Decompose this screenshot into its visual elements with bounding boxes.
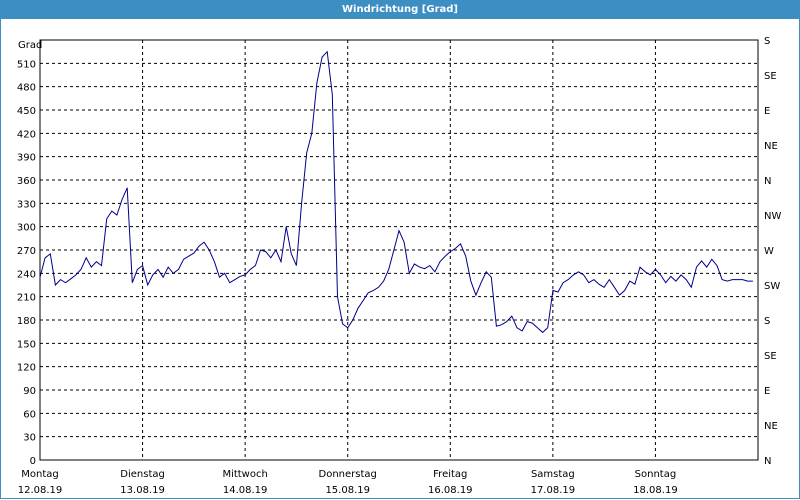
y-axis-ticks: 0 30 60 90 120 150 180 210 240 270 300 330 360 390 420… (17, 59, 36, 467)
right-tick-label: NE (764, 421, 778, 432)
right-tick-label: S (764, 316, 770, 327)
y-tick-label: 270 (17, 246, 36, 257)
right-tick-label: N (764, 456, 771, 467)
y-tick-label: 30 (23, 433, 36, 444)
y-tick-label: 120 (17, 363, 36, 374)
x-tick-date: 16.08.19 (428, 485, 473, 496)
x-tick-day: Freitag (433, 469, 467, 480)
x-tick-day: Sonntag (635, 469, 677, 480)
x-tick-day: Dienstag (120, 469, 165, 480)
x-tick-date: 12.08.19 (18, 485, 63, 496)
right-tick-label: SW (764, 281, 780, 292)
right-tick-label: S (764, 36, 770, 47)
y-tick-label: 390 (17, 153, 36, 164)
y-axis-title: Grad (18, 40, 42, 51)
right-axis-ticks: N NE E SE S SW W NW N NE E SE S (764, 36, 781, 467)
x-tick-day: Samstag (531, 469, 575, 480)
plot-area (39, 39, 759, 461)
y-tick-label: 60 (23, 409, 36, 420)
series-line (39, 50, 753, 334)
right-tick-label: E (764, 106, 770, 117)
x-tick-date: 13.08.19 (120, 485, 165, 496)
grid-lines (40, 40, 758, 460)
x-tick-date: 14.08.19 (223, 485, 268, 496)
y-tick-label: 210 (17, 293, 36, 304)
right-tick-label: N (764, 176, 771, 187)
x-tick-day: Mittwoch (222, 469, 267, 480)
y-tick-label: 240 (17, 269, 36, 280)
y-tick-label: 450 (17, 106, 36, 117)
x-tick-day: Montag (21, 469, 58, 480)
y-tick-label: 300 (17, 223, 36, 234)
right-tick-label: NE (764, 141, 778, 152)
y-tick-label: 420 (17, 129, 36, 140)
y-tick-label: 480 (17, 83, 36, 94)
right-tick-label: SE (764, 351, 777, 362)
right-tick-label: NW (764, 211, 781, 222)
x-axis-ticks: Montag 12.08.19 Dienstag 13.08.19 Mittwoch 14… (18, 469, 678, 496)
right-tick-label: W (764, 246, 774, 257)
y-tick-label: 150 (17, 339, 36, 350)
x-tick-date: 15.08.19 (325, 485, 370, 496)
y-tick-label: 0 (30, 456, 36, 467)
y-tick-label: 180 (17, 316, 36, 327)
x-tick-date: 17.08.19 (531, 485, 576, 496)
x-tick-date: 18.08.19 (633, 485, 678, 496)
y-tick-label: 360 (17, 176, 36, 187)
y-tick-label: 510 (17, 59, 36, 70)
y-tick-label: 90 (23, 386, 36, 397)
x-tick-day: Donnerstag (319, 469, 377, 480)
window-title: Windrichtung [Grad] (0, 0, 800, 19)
right-tick-label: E (764, 386, 770, 397)
y-tick-label: 330 (17, 199, 36, 210)
right-tick-label: SE (764, 71, 777, 82)
